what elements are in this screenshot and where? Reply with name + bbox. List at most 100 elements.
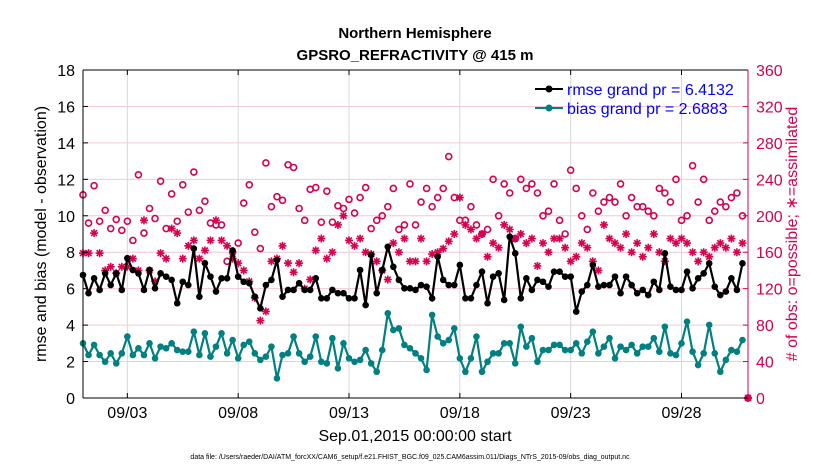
y-right-tick-label: 200 [756,209,783,226]
possible-obs-point [583,225,592,234]
assimilated-obs-point [206,236,215,245]
possible-obs-point [112,215,121,224]
rmse-point [129,266,137,274]
assimilated-obs-point [256,316,265,325]
asterisk-stroke [545,248,552,256]
assimilated-obs-point [522,239,531,248]
bias-point [184,348,192,356]
assimilated-obs-point [516,230,525,238]
asterisk-stroke [389,239,397,247]
rmse-point [101,270,109,277]
rmse-point [700,270,707,277]
rmse-point [694,274,702,282]
assimilated-obs-point [622,230,631,238]
bias-point [201,330,209,337]
asterisk-stroke [406,257,414,265]
rmse-point [373,289,381,297]
bias-point [329,334,336,342]
rmse-point [85,289,92,297]
rmse-point [550,268,558,276]
bias-point [362,346,369,354]
bias-point [694,361,702,369]
assimilated-obs-point [356,234,365,243]
asterisk-stroke [611,239,619,247]
rmse-point [223,274,231,282]
bias-point [306,353,314,360]
asterisk-stroke [556,235,564,243]
y-tick-label: 6 [66,282,75,299]
rmse-point [589,261,597,269]
bias-point [428,311,436,319]
bias-point [373,368,381,376]
bias-point [273,375,281,382]
y-tick-label: 2 [66,355,75,372]
asterisk-stroke [306,276,314,284]
possible-obs-point [661,189,669,197]
rmse-point [495,270,502,277]
bias-point [611,354,619,362]
possible-obs-point [345,195,353,204]
possible-obs-point [616,180,625,188]
asterisk-stroke [218,236,226,244]
asterisk-stroke [522,239,530,247]
rmse-point [234,273,242,280]
asterisk-stroke [290,268,298,276]
possible-obs-point [622,211,630,220]
possible-obs-point [694,198,702,206]
bias-point [705,321,713,329]
rmse-point [295,279,303,287]
possible-obs-point [95,217,104,226]
bias-point [151,354,159,362]
rmse-point [218,274,225,282]
assimilated-obs-point [311,246,320,255]
assimilated-obs-point [566,257,575,266]
rmse-point [728,274,735,282]
bias-point [223,350,231,357]
asterisk-stroke [533,262,541,270]
rmse-point [439,276,447,284]
rmse-point [179,278,187,286]
asterisk-stroke [85,249,93,257]
assimilated-obs-point [616,243,625,252]
asterisk-stroke [594,266,602,274]
series-layer [79,152,752,402]
legend-bias-label: bias grand pr = 2.6883 [567,101,728,118]
possible-obs-point [123,217,132,226]
possible-obs-point [395,225,403,234]
asterisk-stroke [312,246,320,254]
assimilated-obs-point [627,248,636,257]
y-tick-label: 4 [66,318,75,335]
bias-point [550,341,558,349]
rmse-point [268,276,275,284]
assimilated-obs-point [184,241,193,250]
asterisk-stroke [334,221,342,229]
rmse-point [628,281,635,289]
y-tick-label: 8 [66,245,75,262]
assimilated-obs-point [322,254,331,263]
possible-obs-point [550,180,558,188]
assimilated-obs-point [345,236,353,245]
possible-obs-point [600,198,608,206]
possible-obs-point [544,207,553,216]
rmse-point [423,283,430,290]
possible-obs-point [566,166,575,175]
asterisk-stroke [456,194,464,202]
rmse-point [567,273,574,280]
possible-obs-point [195,206,204,215]
data-file-footnote: data file: /Users/raeder/DAI/ATM_forcXX/… [190,454,630,461]
assimilated-obs-point [577,239,586,248]
assimilated-obs-point [450,230,459,238]
assimilated-obs-point [671,239,680,248]
asterisk-stroke [118,263,126,271]
rmse-point [484,299,491,307]
rmse-point [434,253,441,260]
rmse-point [716,291,724,299]
possible-obs-point [683,211,691,220]
rmse-point [545,283,552,290]
possible-obs-point [245,181,254,189]
asterisk-stroke [400,235,408,243]
asterisk-stroke [423,257,431,265]
asterisk-stroke [500,221,508,229]
possible-obs-point [505,189,514,197]
possible-obs-point [101,206,109,215]
